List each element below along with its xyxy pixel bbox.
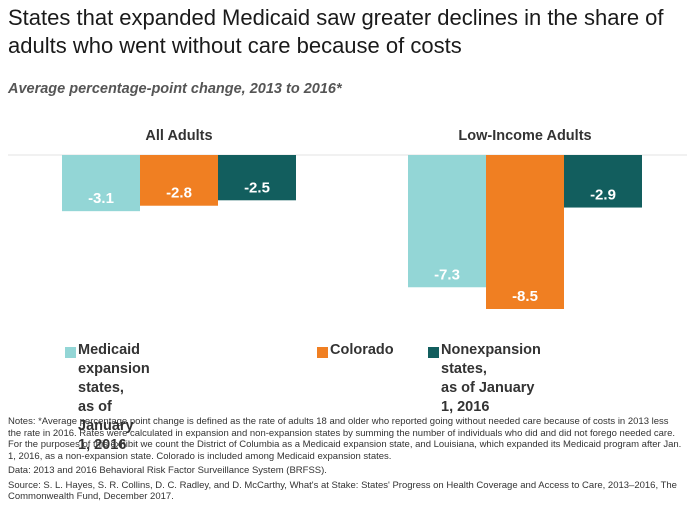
bar-value-label-1-2: -2.9 <box>590 187 616 204</box>
bar-0-0 <box>62 155 140 212</box>
chart-subtitle: Average percentage-point change, 2013 to… <box>8 81 342 97</box>
bar-1-1 <box>486 155 564 309</box>
bar-value-label-0-2: -2.5 <box>244 179 270 196</box>
legend-swatch-colorado <box>317 347 328 358</box>
data-source-text: Data: 2013 and 2016 Behavioral Risk Fact… <box>8 465 327 476</box>
bar-value-label-0-0: -3.1 <box>88 190 114 207</box>
bar-1-2 <box>564 155 642 208</box>
bar-value-label-0-1: -2.8 <box>166 185 192 202</box>
legend-label-colorado: Colorado <box>330 342 394 358</box>
group-label-low-income-adults: Low-Income Adults <box>458 128 591 144</box>
bar-0-2 <box>218 155 296 201</box>
bar-value-label-1-0: -7.3 <box>434 266 460 283</box>
citation-text: Source: S. L. Hayes, S. R. Collins, D. C… <box>8 479 677 503</box>
bar-0-1 <box>140 155 218 206</box>
bar-1-0 <box>408 155 486 288</box>
chart-title: States that expanded Medicaid saw greate… <box>8 5 664 58</box>
legend-label-medicaid-expansion: Medicaid expansion states, as of January… <box>78 342 150 453</box>
legend: Medicaid expansion states, as of January… <box>0 341 687 453</box>
legend-swatch-medicaid-expansion <box>65 347 76 358</box>
group-label-all-adults: All Adults <box>145 128 212 144</box>
footnotes: Notes: *Average percentage point change … <box>8 416 683 506</box>
legend-label-nonexpansion: Nonexpansion states, as of January 1, 20… <box>441 342 541 415</box>
legend-swatch-nonexpansion <box>428 347 439 358</box>
bar-chart: All Adults -3.1 -2.8 -2.5 Low-Income Adults -… <box>8 128 687 309</box>
bar-value-label-1-1: -8.5 <box>512 288 538 305</box>
notes-text: Notes: *Average percentage point change … <box>8 416 682 462</box>
